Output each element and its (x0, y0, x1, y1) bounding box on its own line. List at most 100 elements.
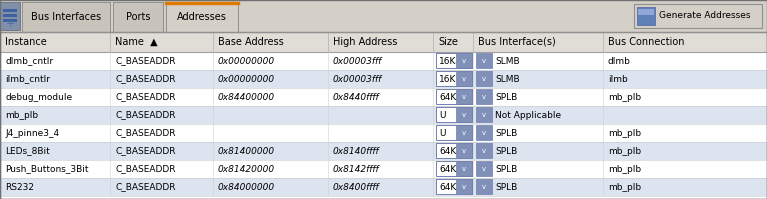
Text: 0x81400000: 0x81400000 (218, 146, 275, 155)
Bar (638, 11, 654, 13)
Bar (638, 13, 654, 15)
Text: dlmb: dlmb (608, 57, 631, 65)
Text: 0x8140ffff: 0x8140ffff (333, 146, 380, 155)
Bar (436, 53, 472, 68)
Text: C_BASEADDR: C_BASEADDR (115, 146, 176, 155)
Text: RS232: RS232 (5, 182, 34, 191)
Bar (634, 4, 762, 28)
Text: SPLB: SPLB (495, 146, 517, 155)
Text: +: + (5, 19, 15, 29)
Text: Addresses: Addresses (177, 12, 227, 22)
Bar (476, 179, 492, 194)
Bar (0, 88, 767, 106)
Text: SPLB: SPLB (495, 165, 517, 174)
Bar (456, 53, 472, 68)
Bar (436, 179, 472, 194)
Text: 0x84000000: 0x84000000 (218, 182, 275, 191)
Bar (456, 143, 472, 158)
Text: v: v (462, 112, 466, 118)
Text: ilmb_cntlr: ilmb_cntlr (5, 74, 50, 84)
Text: SPLB: SPLB (495, 182, 517, 191)
Text: C_BASEADDR: C_BASEADDR (115, 110, 176, 120)
Text: 0x00000000: 0x00000000 (218, 57, 275, 65)
Text: 0x8400ffff: 0x8400ffff (333, 182, 380, 191)
Text: v: v (482, 184, 486, 190)
Bar (476, 143, 492, 158)
Bar (476, 89, 492, 104)
Text: 16K: 16K (439, 57, 456, 65)
Bar (456, 125, 472, 140)
Text: Size: Size (438, 37, 458, 47)
Bar (637, 7, 655, 25)
Bar (436, 107, 472, 122)
Text: C_BASEADDR: C_BASEADDR (115, 182, 176, 191)
Text: 0x84400000: 0x84400000 (218, 93, 275, 101)
Text: LEDs_8Bit: LEDs_8Bit (5, 146, 50, 155)
Text: C_BASEADDR: C_BASEADDR (115, 129, 176, 138)
Text: 64K: 64K (439, 182, 456, 191)
Bar (476, 125, 492, 140)
Text: dlmb_cntlr: dlmb_cntlr (5, 57, 53, 65)
Bar (166, 2, 238, 32)
Bar (436, 125, 472, 140)
Bar (456, 71, 472, 86)
Text: Bus Interface(s): Bus Interface(s) (478, 37, 556, 47)
Text: v: v (462, 148, 466, 154)
Text: mb_plb: mb_plb (608, 165, 641, 174)
Text: C_BASEADDR: C_BASEADDR (115, 57, 176, 65)
Text: U: U (439, 110, 446, 120)
Text: mb_plb: mb_plb (608, 93, 641, 101)
Text: v: v (462, 130, 466, 136)
Text: J4_pinne3_4: J4_pinne3_4 (5, 129, 59, 138)
Text: 16K: 16K (439, 74, 456, 84)
Text: C_BASEADDR: C_BASEADDR (115, 165, 176, 174)
Text: mb_plb: mb_plb (608, 182, 641, 191)
Text: Bus Interfaces: Bus Interfaces (31, 12, 101, 22)
Bar (3, 19, 17, 22)
Text: Name  ▲: Name ▲ (115, 37, 158, 47)
Text: v: v (482, 112, 486, 118)
Bar (436, 143, 472, 158)
Bar (638, 9, 654, 11)
Bar (0, 106, 767, 124)
Text: 0x81420000: 0x81420000 (218, 165, 275, 174)
Text: v: v (482, 76, 486, 82)
Bar (436, 161, 472, 176)
Bar (22, 2, 110, 32)
Text: mb_plb: mb_plb (5, 110, 38, 120)
Text: v: v (462, 76, 466, 82)
Bar (476, 161, 492, 176)
Text: v: v (462, 166, 466, 172)
Text: SLMB: SLMB (495, 57, 519, 65)
Text: v: v (482, 166, 486, 172)
Text: Not Applicable: Not Applicable (495, 110, 561, 120)
Text: debug_module: debug_module (5, 93, 72, 101)
Text: 64K: 64K (439, 165, 456, 174)
Bar (3, 14, 17, 17)
Text: v: v (482, 130, 486, 136)
Bar (456, 89, 472, 104)
Bar (167, 31, 237, 33)
Text: v: v (482, 58, 486, 64)
Text: SPLB: SPLB (495, 129, 517, 138)
Text: SPLB: SPLB (495, 93, 517, 101)
Text: 0x8440ffff: 0x8440ffff (333, 93, 380, 101)
Text: Generate Addresses: Generate Addresses (659, 12, 750, 20)
Text: U: U (439, 129, 446, 138)
Bar (436, 89, 472, 104)
Text: 64K: 64K (439, 146, 456, 155)
Text: v: v (482, 94, 486, 100)
Text: mb_plb: mb_plb (608, 129, 641, 138)
Bar (0, 52, 767, 70)
Bar (0, 142, 767, 160)
Text: 64K: 64K (439, 93, 456, 101)
Text: Instance: Instance (5, 37, 47, 47)
Bar (0, 2, 20, 30)
Bar (0, 160, 767, 178)
Text: SLMB: SLMB (495, 74, 519, 84)
Bar (456, 161, 472, 176)
Text: C_BASEADDR: C_BASEADDR (115, 74, 176, 84)
Text: Base Address: Base Address (218, 37, 284, 47)
Text: C_BASEADDR: C_BASEADDR (115, 93, 176, 101)
Bar (113, 2, 163, 32)
